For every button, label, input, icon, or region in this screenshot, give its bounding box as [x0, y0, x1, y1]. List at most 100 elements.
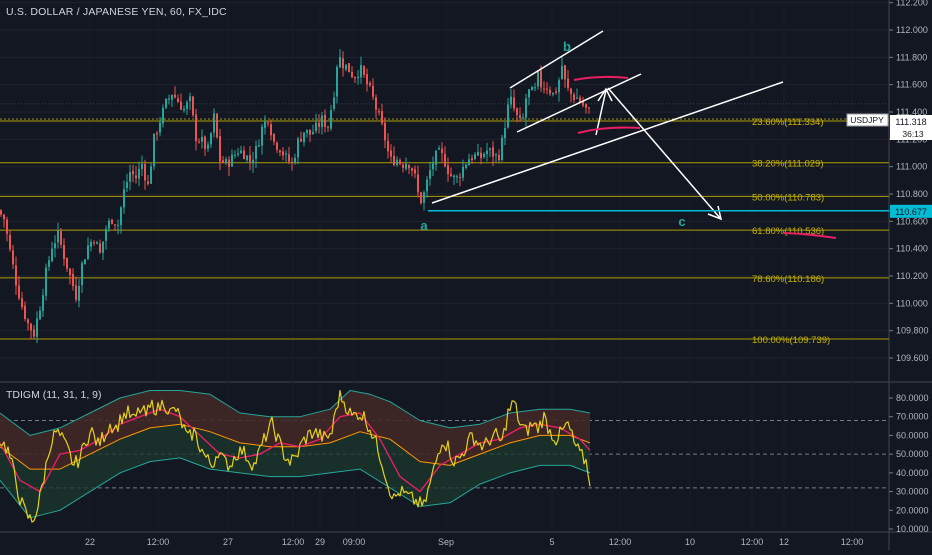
pullback-arrow-head [597, 87, 613, 102]
price-tag-label: 111.318 [895, 117, 926, 127]
candle-body [507, 104, 509, 128]
candle-body [423, 192, 425, 203]
time-tick-label: 12:00 [609, 537, 632, 547]
candle-body [87, 245, 89, 259]
candle-body [177, 98, 179, 103]
candle-body [411, 168, 413, 171]
fibonacci-levels[interactable]: 23.60%(111.334) 38.20%(111.029) 50.00%(110… [0, 117, 889, 346]
candle-body [378, 111, 380, 113]
candle-body [45, 267, 47, 296]
magenta-arc-lower[interactable] [577, 126, 641, 134]
fib-level-label: 50.00%(110.783) [752, 192, 824, 203]
candle-body [96, 242, 98, 245]
magenta-arc-upper[interactable] [573, 75, 629, 81]
drawings[interactable]: a b c [420, 30, 889, 239]
candle-body [552, 92, 554, 95]
candle-body [468, 159, 470, 166]
candle-body [39, 310, 41, 320]
candle-body [135, 175, 137, 179]
candle-body [6, 219, 8, 234]
price-tick-label: 110.800 [896, 189, 928, 199]
candle-body [510, 96, 512, 105]
candle-body [18, 285, 20, 299]
time-axis[interactable]: 22 12:00 27 12:00 29 09:00 Sep 5 12:00 10 12:00 12 1… [85, 537, 863, 547]
indicator-tick-label: 30.0000 [896, 487, 929, 497]
candle-body [174, 94, 176, 98]
candle-body [213, 113, 215, 133]
candle-body [294, 157, 296, 163]
candle-body [0, 210, 2, 215]
forecast-arrow-line[interactable] [607, 87, 721, 219]
candle-body [564, 65, 566, 80]
candle-body [165, 98, 167, 108]
candle-body [525, 98, 527, 118]
candle-body [372, 85, 374, 97]
time-tick-label: 22 [85, 537, 95, 547]
candle-body [531, 87, 533, 91]
time-tick-label: 27 [223, 537, 233, 547]
candle-body [216, 113, 218, 138]
indicator-title: TDIGM (11, 31, 1, 9) [6, 389, 102, 401]
indicator-lower-band [0, 457, 591, 519]
candle-body [261, 126, 263, 146]
candle-body [54, 243, 56, 249]
candle-body [138, 168, 140, 179]
candle-body [24, 305, 26, 320]
pullback-arrow-line[interactable] [595, 89, 607, 136]
candle-body [51, 248, 53, 262]
channel-lower-line[interactable] [516, 73, 642, 133]
candle-body [117, 224, 119, 226]
wave-label-c: c [678, 214, 685, 229]
candle-body [33, 329, 35, 337]
candle-body [345, 64, 347, 70]
candle-body [15, 265, 17, 286]
magenta-arc-target[interactable] [783, 232, 837, 239]
candle-body [105, 228, 107, 241]
time-tick-label: 5 [549, 537, 554, 547]
candle-body [336, 67, 338, 97]
candle-body [102, 241, 104, 253]
candle-body [309, 129, 311, 135]
price-axis[interactable]: 112.200112.000111.800111.600111.400111.2… [889, 0, 929, 534]
channel-upper-line[interactable] [509, 30, 604, 89]
candle-body [330, 110, 332, 129]
candle-body [579, 97, 581, 103]
candle-body [186, 102, 188, 109]
candle-body [567, 78, 569, 88]
support-trendline[interactable] [431, 81, 784, 204]
candle-body [534, 87, 536, 89]
candle-body [414, 169, 416, 174]
candle-body [168, 98, 170, 100]
candle-body [30, 323, 32, 331]
time-tick-label: 12:00 [147, 537, 170, 547]
fib-level-label: 61.80%(110.536) [752, 226, 824, 237]
candle-body [207, 144, 209, 149]
indicator-tick-label: 80.0000 [896, 393, 929, 403]
candle-body [381, 111, 383, 124]
time-tick-label: 09:00 [343, 537, 366, 547]
candle-body [543, 88, 545, 90]
price-tick-label: 109.800 [896, 326, 929, 336]
candle-body [417, 174, 419, 193]
candle-body [588, 107, 590, 109]
symbol-tag-label: USDJPY [850, 115, 884, 125]
candle-body [402, 164, 404, 168]
indicator-tick-label: 60.0000 [896, 430, 929, 440]
indicator-lines [0, 389, 591, 523]
candle-body [303, 132, 305, 143]
candle-body [348, 63, 350, 73]
candle-body [354, 77, 356, 79]
candle-body [456, 176, 458, 178]
candle-body [366, 74, 368, 85]
candle-body [108, 220, 110, 229]
candle-body [429, 170, 431, 179]
chart-title: U.S. DOLLAR / JAPANESE YEN, 60, FX_IDC [6, 6, 227, 18]
candle-body [363, 66, 365, 75]
candle-body [210, 133, 212, 145]
price-tick-label: 109.600 [896, 353, 929, 363]
candle-body [237, 153, 239, 155]
candle-body [396, 159, 398, 166]
indicator-tick-label: 50.0000 [896, 449, 929, 459]
